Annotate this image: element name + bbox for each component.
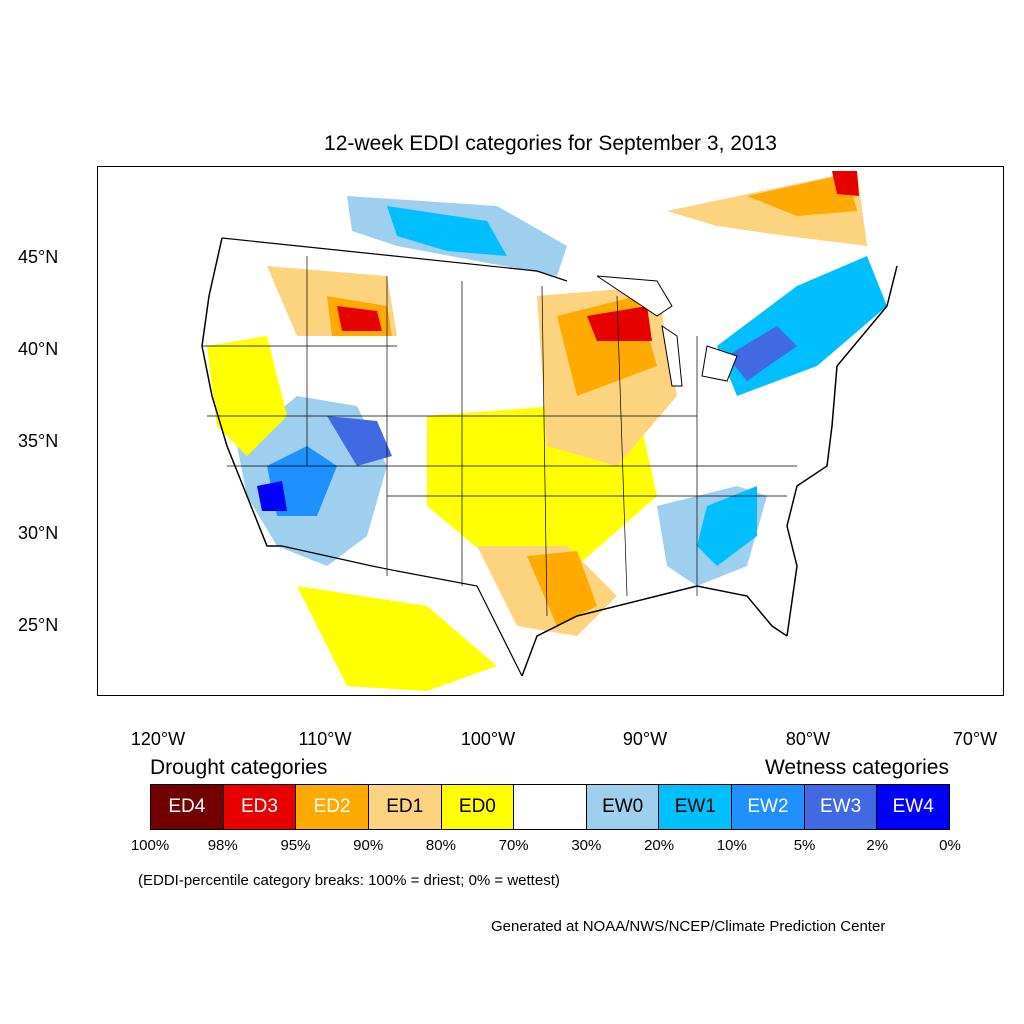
lon-label-100: 100°W (460, 729, 516, 749)
wet-region-southeast-core (697, 486, 757, 566)
legend-cell-ed1: ED1 (368, 785, 442, 829)
break-label: 0% (939, 837, 961, 854)
lat-label-25: 25°N (18, 615, 59, 635)
lon-label-110: 110°W (298, 729, 352, 749)
break-label: 20% (644, 837, 675, 854)
legend-cell-ew0: EW0 (586, 785, 660, 829)
break-label: 80% (425, 837, 456, 854)
lon-label-90: 90°W (622, 729, 668, 749)
lat-label-30: 30°N (18, 523, 59, 543)
lat-label-35: 35°N (18, 431, 59, 451)
legend-bar: ED4 ED3 ED2 ED1 ED0 EW0 EW1 EW2 EW3 EW4 (150, 784, 950, 830)
break-label: 5% (793, 837, 816, 854)
drought-heading: Drought categories (150, 756, 328, 779)
break-label: 100% (130, 837, 170, 854)
wetness-heading: Wetness categories (764, 756, 949, 779)
dry-region-quebec-core (747, 174, 857, 216)
state-lines (202, 256, 797, 617)
coastline-west (201, 237, 282, 547)
legend-cell-ew1: EW1 (659, 785, 733, 829)
lat-label-45: 45°N (18, 247, 59, 267)
wet-region-southwest-peak (257, 481, 287, 511)
wet-region-four-corners (327, 416, 392, 466)
break-label: 70% (498, 837, 529, 854)
coastline-gulf (521, 585, 788, 677)
legend-cell-ew2: EW2 (732, 785, 805, 829)
break-label: 90% (353, 837, 384, 854)
break-label: 95% (280, 837, 311, 854)
dry-region-texas-core (527, 551, 597, 626)
lon-label-120: 120°W (130, 729, 186, 749)
break-label: 30% (571, 837, 602, 854)
great-lakes (596, 275, 738, 387)
dry-region-quebec-peak (832, 171, 859, 196)
legend-cell-ew3: EW3 (804, 785, 878, 829)
dry-region-west-yellow (207, 336, 287, 456)
legend-cell-normal (514, 785, 587, 829)
lon-label-80: 80°W (785, 729, 831, 749)
legend-cell-ed3: ED3 (223, 785, 297, 829)
dry-region-mexico (297, 586, 497, 691)
dry-region-wisconsin (587, 306, 652, 341)
credit-line: Generated at NOAA/NWS/NCEP/Climate Predi… (491, 918, 886, 935)
lon-label-70: 70°W (952, 729, 998, 749)
wet-region-north-core (387, 206, 507, 256)
break-label: 98% (207, 837, 238, 854)
country-border-south (281, 545, 523, 677)
category-note: (EDDI-percentile category breaks: 100% =… (138, 872, 560, 889)
legend-cell-ew4: EW4 (877, 785, 950, 829)
break-label: 2% (866, 837, 889, 854)
map-frame (97, 166, 1004, 696)
map-title: 12-week EDDI categories for September 3,… (324, 132, 777, 155)
dry-region-montana-core (337, 306, 382, 331)
legend-cell-ed2: ED2 (296, 785, 369, 829)
eddi-map (97, 166, 1004, 696)
coastline-east (786, 265, 898, 637)
break-label: 10% (716, 837, 747, 854)
lat-label-40: 40°N (18, 339, 59, 359)
wet-region-northeast-core (727, 326, 797, 381)
legend-cell-ed0: ED0 (441, 785, 515, 829)
country-border-north (221, 237, 568, 282)
legend-cell-ed4: ED4 (151, 785, 224, 829)
